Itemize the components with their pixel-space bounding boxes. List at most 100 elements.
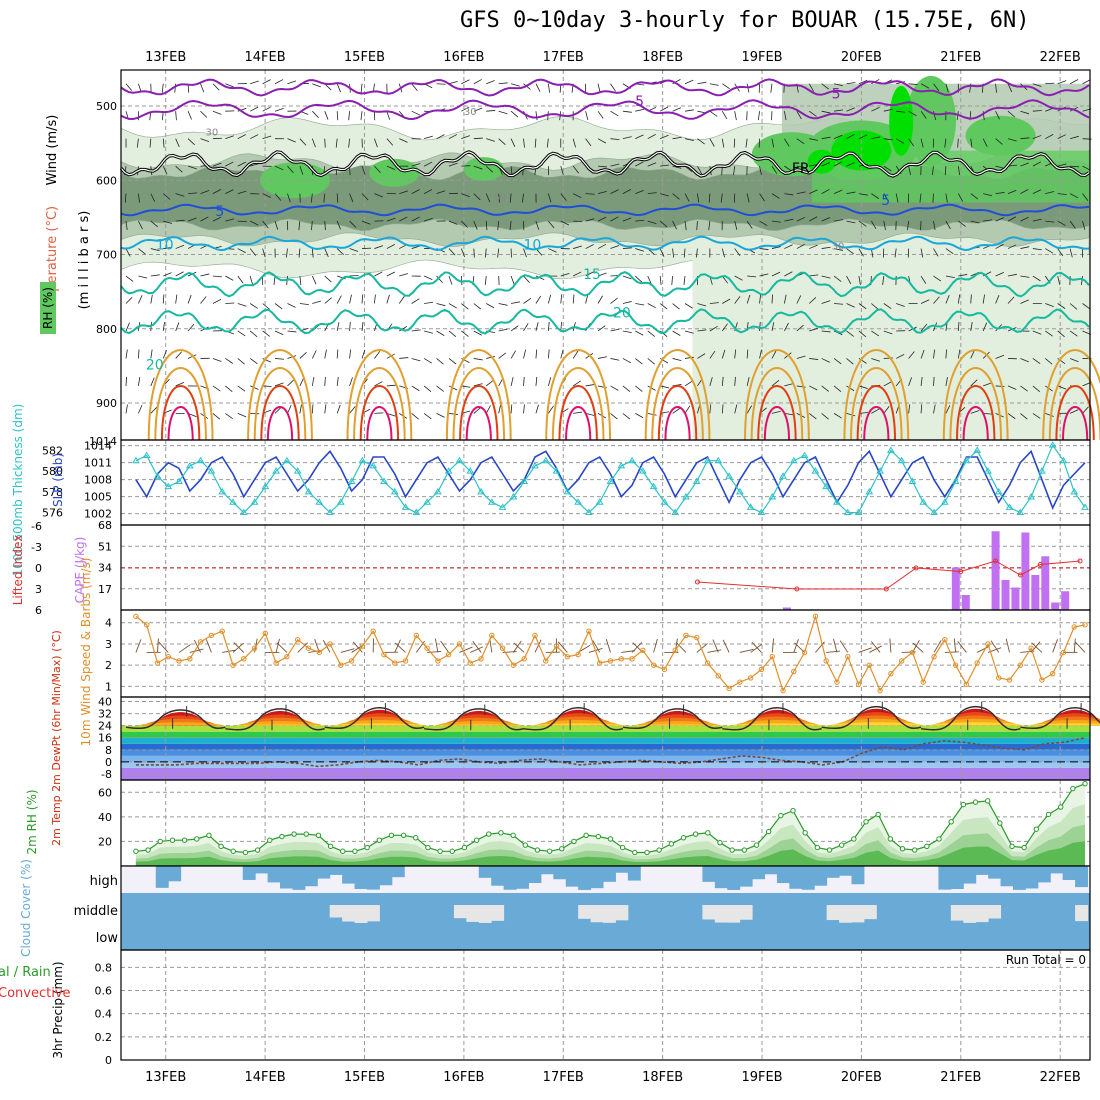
rh-point: [924, 843, 930, 850]
wind-barb: [349, 248, 359, 252]
cloud-middle-gap: [851, 905, 865, 923]
wind-barb: [709, 325, 718, 332]
wind-barb: [734, 349, 737, 359]
wind-speed-point: [974, 660, 980, 666]
wind-barb: [908, 404, 911, 414]
rh-point: [413, 835, 419, 841]
thickness-point: [649, 482, 658, 490]
wind-barb: [821, 110, 831, 114]
cloud-layer-label: middle: [74, 904, 118, 919]
wind-barb: [547, 193, 552, 203]
wind-speed-point: [564, 653, 571, 660]
wind-barb: [751, 641, 762, 653]
wind-barb: [349, 321, 351, 332]
wind-barb: [671, 275, 673, 286]
wind-barb: [386, 244, 396, 249]
wind-barb: [858, 385, 868, 389]
wind-barb: [734, 111, 737, 121]
wind-barb: [1045, 303, 1054, 308]
temperature-contour-lobe: [551, 367, 605, 441]
temperature-contour: [120, 78, 1090, 97]
rh-point: [449, 848, 455, 854]
temperature-contour-lobe: [452, 367, 506, 441]
wind-barb: [908, 351, 915, 359]
wind-barb: [523, 275, 530, 283]
wind-barb: [647, 330, 656, 337]
cloud-high-bar: [528, 866, 542, 884]
rh-point: [826, 847, 833, 853]
cloud-high-bar: [727, 866, 741, 890]
wind-barb: [1007, 110, 1016, 118]
wind-barb: [809, 110, 817, 117]
wind-barb: [858, 275, 861, 285]
wind-barb: [1069, 248, 1073, 258]
wind-barb: [138, 220, 143, 230]
thickness-point: [487, 498, 496, 505]
wind-barb: [821, 162, 831, 167]
wind-barb: [1069, 193, 1079, 199]
wind-barb: [1057, 330, 1065, 338]
wind-barb: [659, 275, 662, 286]
wind-barb: [237, 220, 247, 223]
wind-barb: [883, 165, 892, 172]
wind-barb: [548, 405, 554, 414]
wind-barb: [175, 294, 178, 304]
wind-barb: [1020, 358, 1029, 363]
cloud-high-bar: [391, 866, 405, 878]
wind-barb: [809, 358, 819, 360]
thickness-point: [617, 461, 626, 469]
temperature-contour-lobe: [651, 367, 704, 441]
wind-barb: [908, 138, 915, 147]
rh-point: [948, 819, 954, 825]
thickness-point: [973, 446, 982, 453]
wind-barb: [275, 638, 280, 653]
contour-label: 30: [832, 241, 845, 252]
date-label-top: 14FEB: [245, 50, 286, 65]
wind-barb: [175, 351, 182, 359]
thickness-point: [531, 461, 539, 469]
temperature-contour-lobe: [167, 406, 194, 441]
wind-barb: [610, 110, 619, 117]
wind-barb: [436, 275, 443, 283]
wind-barb: [336, 83, 341, 93]
wind-speed-point: [197, 639, 204, 645]
temperature-tick: 8: [105, 744, 112, 757]
wind-barb: [833, 134, 843, 140]
thickness-point: [822, 482, 831, 490]
rh-fill: [135, 783, 1085, 866]
wind-barb: [125, 404, 128, 414]
wind-barb: [312, 83, 321, 88]
wind-barb: [361, 193, 369, 201]
wind-barb: [560, 321, 562, 332]
wind-speed-point: [1039, 677, 1045, 683]
wind-barb: [815, 641, 825, 653]
wind-barb: [212, 385, 221, 392]
wind-barb: [821, 83, 830, 90]
wind-barb: [349, 377, 353, 387]
wind-barb: [721, 323, 728, 332]
wind-barb: [675, 642, 687, 653]
cloud-high-bar: [267, 866, 281, 883]
wind-barb: [784, 244, 793, 249]
thickness-point: [1048, 441, 1057, 448]
wind-barb: [672, 330, 681, 336]
wind-speed-point: [801, 649, 808, 656]
wind-barb: [572, 380, 581, 387]
wind-barb: [796, 243, 805, 249]
rh-fill: [135, 824, 1085, 866]
wind-barb: [523, 404, 525, 414]
cloud-middle-gap: [578, 905, 592, 919]
wind-barb: [846, 162, 855, 167]
li-series-line: [697, 560, 1081, 590]
wind-barb: [771, 638, 775, 653]
wind-speed-point: [607, 658, 614, 664]
wind-barb: [424, 135, 433, 140]
wind-barb: [324, 248, 329, 257]
li-point: [1037, 562, 1043, 567]
wind-speed-point: [888, 670, 894, 677]
wind-speed-point: [359, 643, 366, 649]
temperature-contour-lobe: [565, 406, 592, 441]
wind-speed-point: [521, 656, 527, 662]
thickness-point: [638, 467, 647, 474]
rh-tick: 20: [98, 835, 112, 848]
